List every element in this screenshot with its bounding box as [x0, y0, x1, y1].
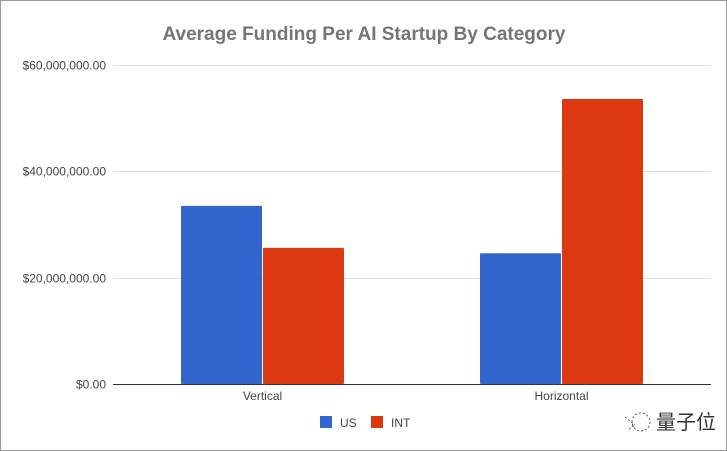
y-tick-label: $0.00 — [76, 378, 106, 392]
y-tick-label: $20,000,000.00 — [23, 272, 107, 286]
y-tick-label: $40,000,000.00 — [23, 165, 107, 179]
bar-int-vertical — [263, 247, 344, 384]
legend-swatch-int — [371, 416, 383, 428]
legend-label-int: INT — [391, 416, 411, 430]
x-tick-label: Vertical — [243, 389, 282, 403]
y-tick-label: $60,000,000.00 — [23, 59, 107, 73]
bar-us-vertical — [181, 205, 262, 384]
x-tick-label: Horizontal — [534, 389, 588, 403]
watermark: 量子位 — [624, 410, 716, 434]
chart-title: Average Funding Per AI Startup By Catego… — [163, 24, 566, 45]
bar-int-horizontal — [562, 99, 643, 384]
legend-label-us: US — [340, 416, 357, 430]
bar-us-horizontal — [480, 253, 561, 384]
watermark-logo-icon — [624, 412, 651, 432]
watermark-text: 量子位 — [656, 410, 716, 434]
legend-swatch-us — [320, 416, 332, 428]
